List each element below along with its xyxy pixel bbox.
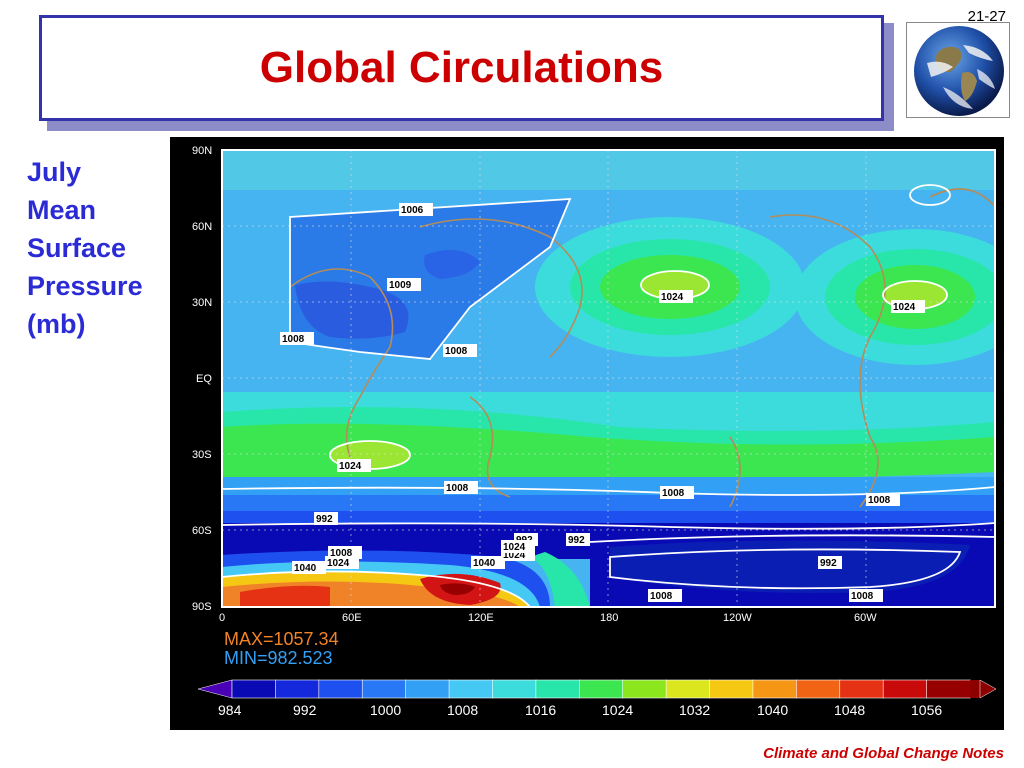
contour-labels: 1006 1009 1008 1008 1024 1024 1024 1008 … bbox=[280, 203, 925, 602]
asian-low-core bbox=[295, 281, 409, 339]
pressure-field bbox=[222, 150, 995, 607]
colorbar-tick: 1040 bbox=[757, 702, 788, 718]
title-box: Global Circulations bbox=[39, 15, 884, 121]
colorbar-end-left bbox=[197, 679, 233, 699]
colorbar-tick: 1008 bbox=[447, 702, 478, 718]
colorbar-cell bbox=[709, 679, 754, 699]
footer-note: Climate and Global Change Notes bbox=[763, 745, 1004, 762]
colorbar-cell bbox=[578, 679, 624, 699]
colorbar-tick: 992 bbox=[293, 702, 317, 718]
contour-label: 1024 bbox=[339, 461, 362, 472]
colorbar-cell bbox=[361, 679, 407, 699]
antarctic-edge bbox=[530, 552, 590, 607]
lon-tick-label: 0 bbox=[219, 612, 225, 624]
colorbar-cell bbox=[231, 679, 277, 699]
colorbar: 984 992 1000 1008 1016 1024 1032 1040 10… bbox=[197, 679, 997, 718]
contour-label: 1008 bbox=[282, 334, 305, 345]
colorbar-tick: 1048 bbox=[834, 702, 865, 718]
contour-label: 1008 bbox=[662, 488, 685, 499]
map-frame bbox=[221, 149, 996, 608]
contour-label: 1008 bbox=[851, 591, 874, 602]
antarctic-max bbox=[440, 583, 475, 595]
contour-label: 1006 bbox=[401, 205, 424, 216]
colorbar-cell bbox=[492, 679, 537, 699]
side-label-line: Pressure bbox=[27, 271, 143, 301]
contour-label: 1009 bbox=[389, 280, 412, 291]
pressure-map-panel: 1006 1009 1008 1008 1024 1024 1024 1008 … bbox=[170, 137, 1004, 730]
max-value: MAX=1057.34 bbox=[224, 629, 339, 649]
colorbar-tick: 984 bbox=[218, 702, 242, 718]
contour-label: 1008 bbox=[868, 495, 891, 506]
colorbar-cell bbox=[796, 679, 841, 699]
side-label-line: July bbox=[27, 157, 82, 187]
contour-label: 1024 bbox=[327, 558, 350, 569]
lat-tick-label: 60N bbox=[192, 221, 212, 233]
side-label-line: Surface bbox=[27, 233, 127, 263]
slide-number: 21-27 bbox=[967, 8, 1006, 25]
colorbar-cells bbox=[231, 679, 971, 699]
lat-tick-label: 90N bbox=[192, 145, 212, 157]
colorbar-cell bbox=[926, 679, 971, 699]
asian-low-patch bbox=[424, 249, 480, 279]
graticule bbox=[222, 150, 995, 607]
colorbar-cell bbox=[318, 679, 364, 699]
earth-image bbox=[906, 22, 1010, 118]
colorbar-cell bbox=[448, 679, 494, 699]
colorbar-ticks: 984 992 1000 1008 1016 1024 1032 1040 10… bbox=[218, 702, 942, 718]
colorbar-end-right bbox=[979, 679, 997, 699]
contour-label: 1040 bbox=[473, 558, 496, 569]
lon-tick-label: 120E bbox=[468, 612, 494, 624]
lon-tick-label: 60W bbox=[854, 612, 877, 624]
side-label-line: (mb) bbox=[27, 309, 86, 339]
colorbar-cell bbox=[535, 679, 581, 699]
lon-axis: 0 60E 120E 180 120W 60W bbox=[219, 612, 877, 624]
min-value: MIN=982.523 bbox=[224, 648, 333, 668]
slide-title: Global Circulations bbox=[259, 43, 664, 92]
contour-label: 992 bbox=[316, 514, 333, 525]
contour-label: 1040 bbox=[294, 563, 317, 574]
earth-globe-icon bbox=[914, 26, 1004, 116]
colorbar-cell bbox=[405, 679, 450, 699]
contour-label: 1024 bbox=[893, 302, 916, 313]
lon-tick-label: 180 bbox=[600, 612, 618, 624]
pressure-map: 1006 1009 1008 1008 1024 1024 1024 1008 … bbox=[192, 145, 997, 718]
contour-label: 1024 bbox=[661, 292, 684, 303]
colorbar-cell bbox=[622, 679, 667, 699]
lat-tick-label: EQ bbox=[196, 373, 212, 385]
lat-tick-label: 90S bbox=[192, 601, 212, 613]
lat-tick-label: 30N bbox=[192, 297, 212, 309]
lat-axis: 90N 60N 30N EQ 30S 60S 90S bbox=[192, 145, 212, 613]
colorbar-tick: 1000 bbox=[370, 702, 401, 718]
east-low-core bbox=[610, 540, 970, 593]
colorbar-end-right-cell bbox=[970, 680, 980, 698]
contour-label: 1008 bbox=[445, 346, 468, 357]
lon-tick-label: 120W bbox=[723, 612, 752, 624]
colorbar-tick: 1032 bbox=[679, 702, 710, 718]
lat-tick-label: 60S bbox=[192, 525, 212, 537]
colorbar-cell bbox=[275, 679, 320, 699]
contour-label: 1024 bbox=[503, 550, 526, 561]
colorbar-tick: 1016 bbox=[525, 702, 556, 718]
map-description: July Mean Surface Pressure (mb) bbox=[27, 153, 143, 343]
contour-label: 992 bbox=[820, 558, 837, 569]
side-label-line: Mean bbox=[27, 195, 97, 225]
contour-label: 1008 bbox=[650, 591, 673, 602]
lon-tick-label: 60E bbox=[342, 612, 362, 624]
contour-label: 1008 bbox=[446, 483, 469, 494]
colorbar-cell bbox=[665, 679, 711, 699]
contour-label: 1008 bbox=[330, 548, 353, 559]
colorbar-tick: 1056 bbox=[911, 702, 942, 718]
contours bbox=[222, 184, 995, 607]
contour-label: 992 bbox=[568, 535, 585, 546]
colorbar-tick: 1024 bbox=[602, 702, 633, 718]
antarctic-red1 bbox=[240, 585, 330, 607]
contour-label: 1024 bbox=[503, 542, 526, 553]
colorbar-cell bbox=[752, 679, 798, 699]
colorbar-cell bbox=[882, 679, 928, 699]
lat-tick-label: 30S bbox=[192, 449, 212, 461]
colorbar-cell bbox=[839, 679, 884, 699]
